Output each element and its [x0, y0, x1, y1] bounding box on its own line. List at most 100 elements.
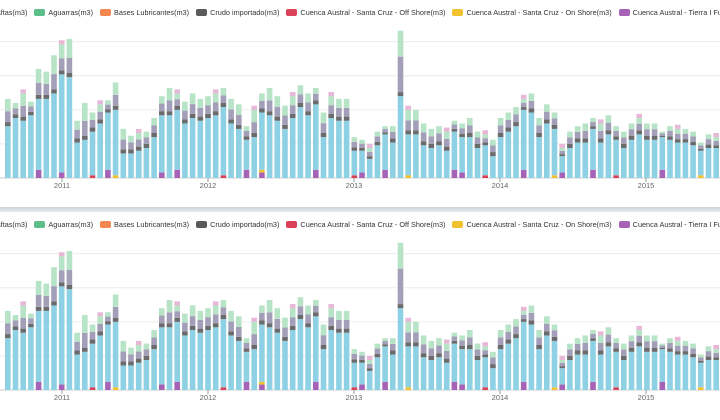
bar-segment-green[interactable] — [336, 310, 342, 320]
bar-segment-pink[interactable] — [251, 317, 257, 322]
bar-segment-dark[interactable] — [105, 109, 111, 113]
bar-stack[interactable] — [359, 139, 365, 178]
bar-segment-green[interactable] — [682, 340, 689, 346]
bar-segment-purple[interactable] — [520, 381, 527, 390]
bar-segment-base[interactable] — [705, 360, 712, 390]
bar-segment-dark[interactable] — [128, 149, 134, 154]
bar-segment-purple[interactable] — [590, 169, 596, 178]
bar-segment-mid[interactable] — [582, 342, 589, 351]
bar-segment-base[interactable] — [628, 351, 635, 390]
bar-segment-mid[interactable] — [482, 350, 488, 355]
bar-segment-green[interactable] — [698, 354, 704, 358]
bar-stack[interactable] — [189, 93, 196, 178]
bar-stack[interactable] — [397, 30, 404, 178]
bar-segment-green[interactable] — [297, 297, 304, 307]
bar-segment-mid[interactable] — [43, 295, 50, 307]
bar-segment-green[interactable] — [359, 139, 365, 144]
bar-segment-green[interactable] — [289, 96, 296, 106]
bar-segment-base[interactable] — [282, 128, 288, 178]
bar-segment-green[interactable] — [544, 104, 550, 112]
bar-segment-mid[interactable] — [651, 129, 658, 136]
bar-stack[interactable] — [397, 242, 404, 390]
bar-segment-base[interactable] — [505, 131, 512, 178]
bar-segment-mid[interactable] — [105, 316, 111, 322]
bar-segment-mid[interactable] — [536, 337, 542, 345]
bar-segment-dark[interactable] — [674, 351, 681, 355]
bar-segment-green[interactable] — [628, 335, 635, 342]
bar-segment-green[interactable] — [467, 118, 473, 126]
bar-segment-green[interactable] — [605, 115, 612, 123]
bar-stack[interactable] — [274, 308, 281, 390]
bar-stack[interactable] — [135, 340, 142, 390]
bar-stack[interactable] — [51, 267, 57, 390]
bar-segment-dark[interactable] — [166, 323, 173, 328]
bar-segment-base[interactable] — [551, 340, 558, 388]
bar-segment-base[interactable] — [682, 142, 689, 178]
bar-segment-mid[interactable] — [236, 327, 242, 337]
bar-segment-base[interactable] — [266, 115, 273, 178]
legend-item-aeronaftas[interactable]: eronaftas(m3) — [0, 8, 27, 17]
bar-segment-green[interactable] — [559, 360, 565, 363]
bar-segment-base[interactable] — [120, 365, 127, 390]
bar-segment-green[interactable] — [74, 332, 80, 342]
bar-segment-base[interactable] — [228, 123, 234, 178]
bar-segment-mid[interactable] — [582, 130, 589, 139]
bar-segment-purple[interactable] — [459, 172, 465, 178]
bar-segment-dark[interactable] — [159, 323, 165, 328]
bar-segment-base[interactable] — [674, 354, 681, 390]
bar-segment-mid[interactable] — [382, 129, 388, 133]
bar-segment-base[interactable] — [66, 77, 73, 178]
bar-segment-base[interactable] — [467, 137, 473, 178]
bar-stack[interactable] — [251, 105, 257, 178]
bar-segment-mid[interactable] — [366, 363, 373, 369]
bar-segment-mid[interactable] — [305, 102, 311, 112]
bar-segment-dark[interactable] — [459, 133, 465, 138]
bar-stack[interactable] — [682, 340, 689, 390]
bar-segment-purple[interactable] — [313, 169, 319, 178]
bar-segment-base[interactable] — [97, 123, 103, 178]
bar-segment-purple[interactable] — [459, 384, 465, 390]
bar-segment-mid[interactable] — [266, 312, 273, 324]
bar-segment-base[interactable] — [220, 319, 227, 388]
bar-segment-base[interactable] — [174, 109, 180, 170]
bar-segment-base[interactable] — [490, 156, 496, 178]
bar-segment-mid[interactable] — [128, 354, 134, 362]
legend-item-bases-lubricantes[interactable]: Bases Lubricantes(m3) — [100, 220, 189, 229]
bar-segment-green[interactable] — [459, 335, 465, 341]
bar-segment-dark[interactable] — [605, 342, 612, 347]
bar-segment-mid[interactable] — [428, 136, 435, 144]
bar-stack[interactable] — [205, 308, 211, 390]
bar-segment-mid[interactable] — [559, 362, 565, 367]
bar-segment-yellow[interactable] — [698, 175, 704, 178]
bar-segment-pink[interactable] — [405, 317, 411, 322]
bar-segment-dark[interactable] — [628, 135, 635, 140]
bar-segment-dark[interactable] — [313, 100, 319, 105]
bar-segment-mid[interactable] — [274, 106, 281, 117]
bar-stack[interactable] — [520, 306, 527, 390]
bar-segment-mid[interactable] — [397, 268, 404, 305]
bar-segment-purple[interactable] — [559, 384, 565, 390]
bar-segment-base[interactable] — [544, 335, 550, 390]
bar-segment-dark[interactable] — [551, 336, 558, 341]
legend-item-austral-sc-offshore[interactable]: Cuenca Austral - Santa Cruz - Off Shore(… — [286, 8, 445, 17]
bar-segment-dark[interactable] — [713, 357, 719, 360]
bar-segment-yellow[interactable] — [112, 387, 119, 390]
bar-segment-base[interactable] — [97, 335, 103, 390]
bar-segment-base[interactable] — [166, 115, 173, 178]
bar-segment-base[interactable] — [12, 330, 19, 390]
bar-segment-base[interactable] — [89, 131, 96, 176]
bar-stack[interactable] — [644, 123, 650, 178]
bar-segment-green[interactable] — [651, 335, 658, 342]
bar-segment-base[interactable] — [559, 156, 565, 173]
bar-segment-base[interactable] — [390, 142, 396, 178]
bar-segment-green[interactable] — [266, 300, 273, 313]
bar-segment-base[interactable] — [143, 360, 150, 390]
bar-segment-mid[interactable] — [51, 286, 57, 302]
bar-segment-base[interactable] — [436, 145, 442, 178]
bar-segment-green[interactable] — [112, 294, 119, 307]
bar-stack[interactable] — [313, 300, 319, 390]
bar-segment-mid[interactable] — [374, 348, 381, 354]
bar-segment-mid[interactable] — [343, 107, 350, 117]
bar-stack[interactable] — [628, 123, 635, 178]
bar-segment-base[interactable] — [644, 351, 650, 390]
